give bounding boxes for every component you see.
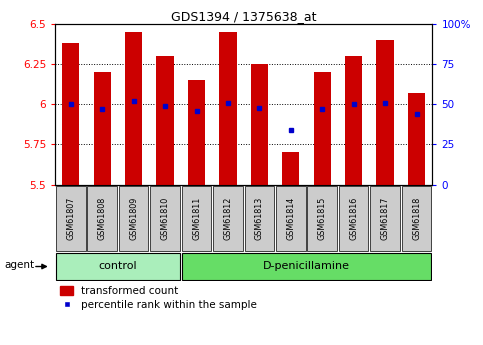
- FancyBboxPatch shape: [119, 186, 148, 250]
- Text: control: control: [99, 261, 137, 271]
- Bar: [376, 40, 394, 185]
- FancyBboxPatch shape: [56, 253, 180, 280]
- FancyBboxPatch shape: [182, 186, 211, 250]
- Bar: [345, 56, 362, 185]
- FancyBboxPatch shape: [308, 186, 337, 250]
- Bar: [251, 64, 268, 185]
- Bar: [62, 43, 79, 185]
- FancyBboxPatch shape: [56, 186, 85, 250]
- Text: GSM61808: GSM61808: [98, 197, 107, 240]
- Text: GSM61818: GSM61818: [412, 197, 421, 240]
- Text: GSM61816: GSM61816: [349, 197, 358, 240]
- Bar: [219, 32, 237, 185]
- FancyBboxPatch shape: [182, 253, 431, 280]
- Bar: [188, 80, 205, 185]
- Text: GSM61809: GSM61809: [129, 197, 138, 240]
- Text: GSM61815: GSM61815: [318, 197, 327, 240]
- Text: D-penicillamine: D-penicillamine: [263, 261, 350, 271]
- FancyBboxPatch shape: [244, 186, 274, 250]
- FancyBboxPatch shape: [213, 186, 243, 250]
- Text: GSM61812: GSM61812: [224, 197, 232, 240]
- Bar: [125, 32, 142, 185]
- Bar: [94, 72, 111, 185]
- FancyBboxPatch shape: [339, 186, 369, 250]
- Text: GSM61811: GSM61811: [192, 197, 201, 240]
- Text: GSM61810: GSM61810: [160, 197, 170, 240]
- Title: GDS1394 / 1375638_at: GDS1394 / 1375638_at: [171, 10, 316, 23]
- Text: GSM61814: GSM61814: [286, 197, 295, 240]
- FancyBboxPatch shape: [402, 186, 431, 250]
- Text: GSM61817: GSM61817: [381, 197, 390, 240]
- Text: agent: agent: [4, 260, 34, 270]
- Bar: [313, 72, 331, 185]
- Text: GSM61807: GSM61807: [66, 197, 75, 240]
- FancyBboxPatch shape: [276, 186, 306, 250]
- Bar: [282, 152, 299, 185]
- FancyBboxPatch shape: [150, 186, 180, 250]
- FancyBboxPatch shape: [370, 186, 400, 250]
- Bar: [408, 93, 425, 185]
- FancyBboxPatch shape: [87, 186, 117, 250]
- Text: GSM61813: GSM61813: [255, 197, 264, 240]
- Bar: [156, 56, 174, 185]
- Legend: transformed count, percentile rank within the sample: transformed count, percentile rank withi…: [60, 286, 257, 309]
